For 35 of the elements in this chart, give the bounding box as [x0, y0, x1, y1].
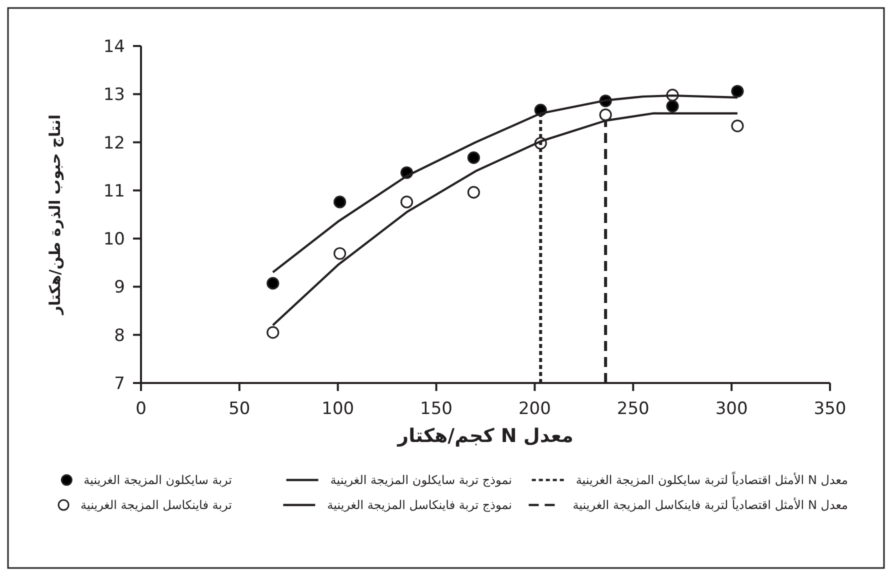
y-tick-label: 8: [114, 326, 125, 346]
point: [666, 100, 679, 112]
x-tick-label: 200: [518, 399, 551, 419]
point: [731, 84, 744, 98]
y-axis-title: انتاج حبوب الذرة طن/هكتار: [46, 114, 64, 316]
legend-label: تربة سايكلون المزيجة الغرينية: [84, 473, 232, 487]
point: [334, 247, 346, 260]
y-tick-label: 9: [114, 278, 125, 298]
y-tick-label: 14: [103, 37, 125, 57]
y-tick-label: 11: [103, 181, 125, 202]
legend-label: معدل N الأمثل اقتصادياً لتربة سايكلون المزيجة الغرينية: [576, 471, 848, 487]
x-axis-title: معدل N كجم/هكتار: [396, 425, 574, 447]
x-tick-label: 0: [136, 399, 146, 419]
legend-label: نموذج تربة فاينكاسل المزيجة الغرينية: [327, 498, 512, 512]
point: [266, 277, 280, 290]
point: [467, 186, 480, 199]
legend-label: نموذج تربة سايكلون المزيجة الغرينية: [330, 473, 512, 487]
point: [400, 196, 414, 208]
x-tick-label: 300: [715, 399, 748, 419]
y-tick-label: 12: [103, 133, 125, 154]
x-tick-label: 150: [420, 399, 453, 419]
point: [334, 196, 346, 208]
legend-label: معدل N الأمثل اقتصادياً لتربة فاينكاسل المزيجة الغرينية: [572, 496, 848, 512]
point: [467, 151, 480, 164]
x-tick-label: 100: [322, 399, 354, 419]
x-tick-label: 350: [814, 399, 846, 419]
y-tick-label: 7: [114, 374, 125, 394]
point: [599, 108, 612, 122]
point: [266, 326, 280, 339]
legend-label: تربة فاينكاسل المزيجة الغرينية: [80, 498, 232, 512]
point: [731, 120, 744, 132]
x-tick-label: 50: [228, 399, 250, 419]
y-tick-label: 10: [103, 230, 125, 250]
y-tick-label: 13: [103, 85, 125, 106]
x-tick-label: 250: [616, 399, 650, 419]
